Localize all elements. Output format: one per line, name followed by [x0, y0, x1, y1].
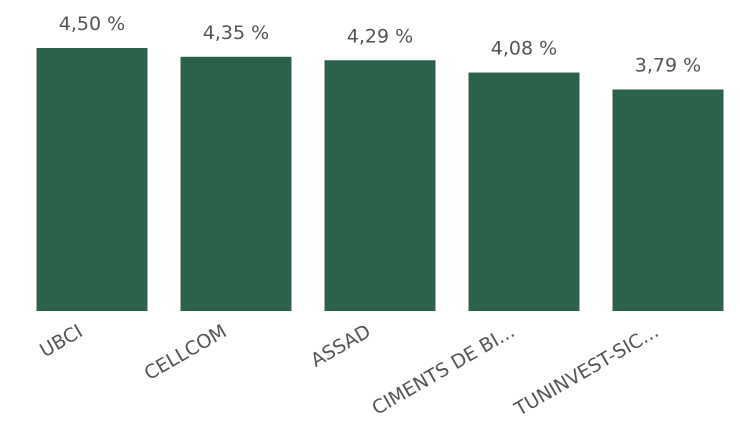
x-tick-label: ASSAD [307, 320, 374, 372]
bar [468, 72, 580, 312]
bar [180, 56, 292, 312]
value-label: 4,35 % [203, 22, 269, 44]
value-label: 4,29 % [347, 25, 413, 47]
bar [324, 60, 436, 312]
value-label: 4,08 % [491, 38, 557, 60]
value-label: 4,50 % [59, 13, 125, 35]
x-tick-label: TUNINVEST-SIC... [510, 320, 662, 421]
bar [36, 48, 148, 311]
x-tick-label: UBCI [36, 320, 86, 362]
bar [612, 89, 724, 312]
x-tick-label: CIMENTS DE BI... [368, 320, 518, 419]
x-tick-label: CELLCOM [141, 320, 231, 385]
value-label: 3,79 % [635, 54, 701, 76]
